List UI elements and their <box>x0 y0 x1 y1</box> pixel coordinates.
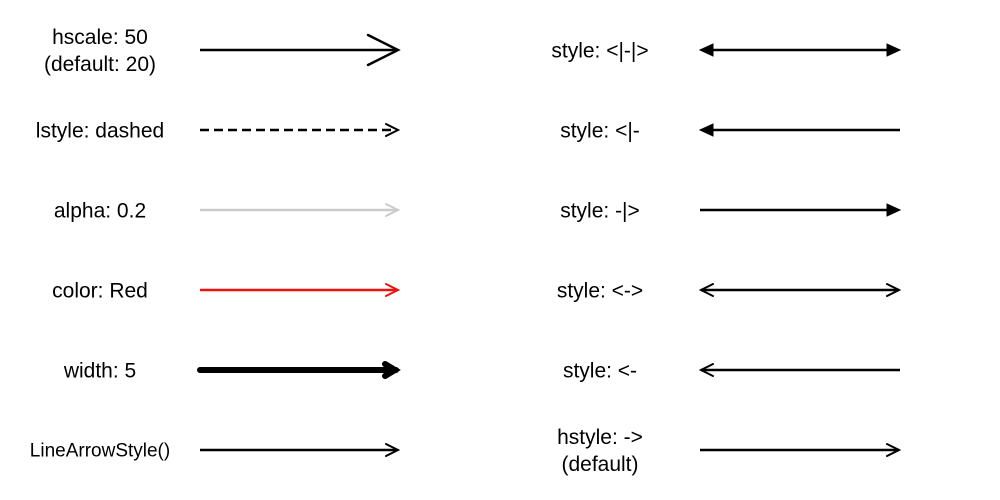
left-row-label-alpha: alpha: 0.2 <box>54 199 146 222</box>
arrowhead-start-start-open <box>698 363 714 377</box>
right-row-label-both-filled: style: <|-|> <box>551 39 648 62</box>
arrowhead-default-call <box>385 443 401 457</box>
arrow-alpha <box>200 203 401 217</box>
arrow-start-open <box>698 363 900 377</box>
arrow-end-filled <box>700 203 902 217</box>
arrow-both-filled <box>698 43 902 57</box>
right-row-label-hstyle-default-line-1: hstyle: -> <box>557 426 643 449</box>
arrowhead-end-hstyle-default <box>886 443 902 457</box>
arrow-hscale <box>200 33 401 67</box>
arrowhead-lstyle <box>385 123 401 137</box>
arrowhead-color <box>385 283 401 297</box>
arrow-start-filled <box>698 123 900 137</box>
arrowhead-end-both-open <box>886 283 902 297</box>
arrow-default-call <box>200 443 401 457</box>
left-row-label-hscale-line-2: (default: 20) <box>44 53 156 76</box>
right-row-label-both-open: style: <-> <box>557 279 643 302</box>
left-row-label-hscale-line-1: hscale: 50 <box>52 26 148 49</box>
arrowhead-end-end-filled <box>886 203 902 217</box>
arrow-color <box>200 283 401 297</box>
arrowhead-end-both-filled <box>886 43 902 57</box>
left-row-label-width: width: 5 <box>63 359 136 382</box>
right-row-label-start-filled: style: <|- <box>560 119 640 142</box>
left-row-label-default-call: LineArrowStyle() <box>30 441 170 462</box>
arrowhead-alpha <box>385 203 401 217</box>
left-row-label-lstyle: lstyle: dashed <box>36 119 164 142</box>
left-row-label-color: color: Red <box>52 279 148 302</box>
arrowhead-start-both-open <box>698 283 714 297</box>
arrow-lstyle <box>200 123 401 137</box>
arrowhead-hscale <box>366 33 401 67</box>
arrowhead-width <box>382 361 401 379</box>
arrow-hstyle-default <box>700 443 902 457</box>
right-row-label-start-open: style: <- <box>563 359 637 382</box>
right-row-label-hstyle-default-line-2: (default) <box>561 453 638 476</box>
arrowhead-start-start-filled <box>698 123 714 137</box>
right-row-label-end-filled: style: -|> <box>560 199 640 222</box>
arrow-width <box>197 361 401 379</box>
arrow-both-open <box>698 283 902 297</box>
arrowhead-start-both-filled <box>698 43 714 57</box>
